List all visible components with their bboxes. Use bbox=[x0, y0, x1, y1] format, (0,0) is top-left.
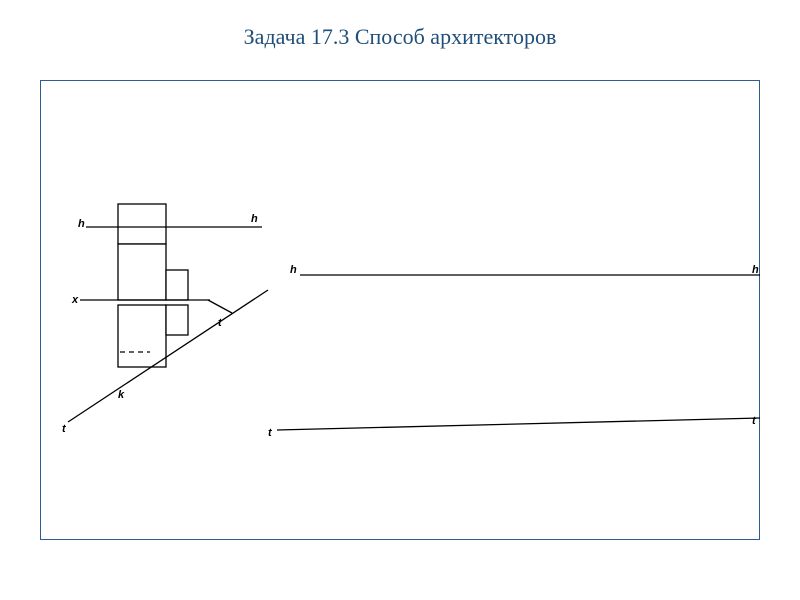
svg-text:h: h bbox=[290, 264, 297, 276]
svg-text:h: h bbox=[78, 218, 85, 230]
svg-text:t: t bbox=[268, 427, 273, 439]
svg-text:h: h bbox=[251, 213, 258, 225]
svg-text:t: t bbox=[62, 423, 67, 435]
diagram-svg: hhxttkhhtt bbox=[0, 0, 800, 600]
svg-text:h: h bbox=[752, 264, 759, 276]
svg-text:k: k bbox=[118, 389, 125, 401]
svg-text:x: x bbox=[71, 294, 79, 306]
svg-text:t: t bbox=[752, 415, 757, 427]
